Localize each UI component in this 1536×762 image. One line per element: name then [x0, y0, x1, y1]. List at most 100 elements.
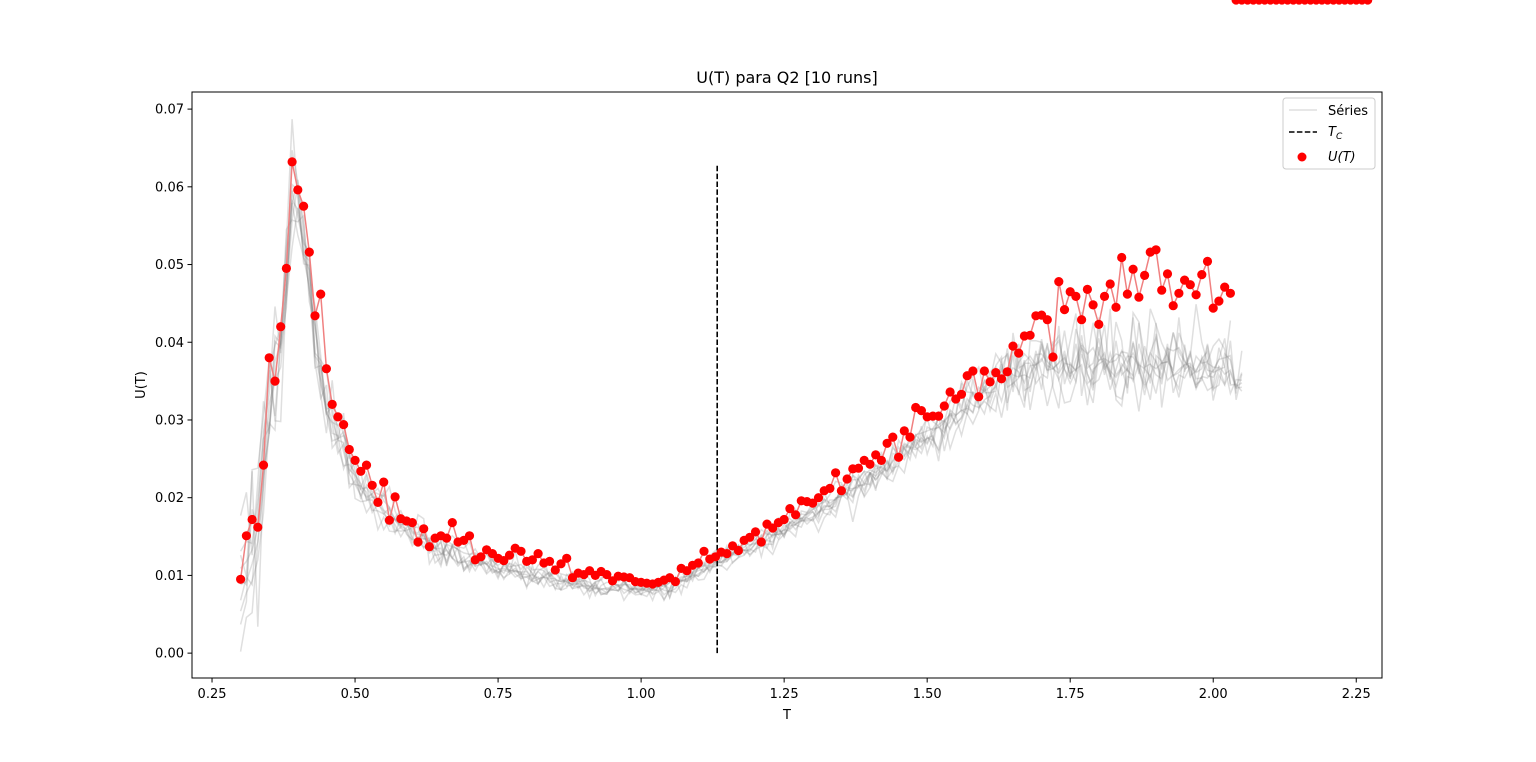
u-point — [516, 546, 526, 556]
u-point — [361, 460, 372, 470]
y-tick-label: 0.00 — [155, 647, 184, 662]
y-tick-label: 0.06 — [155, 180, 184, 195]
u-point — [407, 518, 417, 528]
u-curve-points-group — [236, 0, 1373, 589]
u-point — [1122, 289, 1132, 299]
u-point — [270, 376, 280, 386]
u-point — [379, 477, 389, 487]
u-point — [1042, 315, 1052, 325]
x-axis-label: T — [782, 708, 791, 723]
x-tick-label: 2.00 — [1199, 687, 1228, 702]
run-series-2 — [239, 213, 1232, 612]
u-point — [316, 289, 326, 299]
y-tick-label: 0.01 — [155, 569, 184, 584]
u-point — [1208, 303, 1218, 313]
u-point — [813, 493, 824, 503]
u-point — [384, 515, 394, 525]
u-point — [356, 466, 366, 476]
legend-tc-subscript: C — [1336, 132, 1343, 142]
u-point — [1191, 290, 1201, 300]
u-point — [871, 450, 881, 460]
u-point — [1014, 348, 1024, 358]
u-point — [682, 566, 692, 576]
legend-ut-label: U(T) — [1328, 150, 1356, 165]
u-point — [602, 570, 612, 580]
u-point — [287, 157, 297, 167]
u-point — [882, 438, 892, 448]
u-point — [756, 537, 766, 547]
chart-title: U(T) para Q2 [10 runs] — [696, 68, 877, 87]
u-point — [276, 322, 286, 332]
legend-tc-label: TC — [1328, 125, 1343, 142]
u-point — [1099, 291, 1110, 301]
u-point — [1105, 279, 1115, 289]
u-point — [1025, 330, 1035, 340]
u-point — [344, 444, 354, 455]
u-point — [1174, 288, 1184, 298]
x-tick-label: 0.25 — [198, 687, 227, 702]
legend: Séries TC U(T) — [1282, 97, 1376, 170]
u-point — [373, 497, 383, 507]
u-point — [1214, 296, 1224, 306]
u-point — [1134, 292, 1144, 302]
u-point — [968, 366, 978, 376]
u-point — [1111, 302, 1121, 312]
u-point — [1157, 285, 1167, 295]
x-axis-ticks: 0.25 0.50 0.75 1.00 1.25 1.50 1.75 2.00 2.25 — [198, 678, 1371, 702]
u-point — [934, 411, 944, 421]
u-point — [1008, 341, 1018, 351]
u-point — [367, 480, 377, 490]
u-point — [1088, 300, 1098, 310]
u-point — [1059, 305, 1070, 315]
u-point — [670, 577, 681, 587]
u-point — [1054, 277, 1064, 287]
u-point — [985, 377, 995, 387]
u-point — [899, 426, 909, 436]
u-point — [1185, 280, 1195, 290]
x-tick-label: 1.00 — [627, 687, 656, 702]
u-point — [1071, 291, 1081, 301]
legend-tc-main: T — [1328, 125, 1337, 140]
u-point — [1094, 319, 1104, 329]
u-point — [894, 452, 904, 462]
u-point — [562, 553, 572, 563]
u-point — [1128, 264, 1138, 274]
u-point — [339, 420, 349, 430]
u-point — [258, 460, 269, 470]
u-point — [699, 546, 709, 556]
u-point — [419, 524, 429, 534]
x-tick-label: 2.25 — [1342, 687, 1371, 702]
u-point — [1117, 252, 1127, 263]
x-tick-label: 0.50 — [341, 687, 370, 702]
u-point — [974, 392, 984, 402]
u-point — [236, 574, 246, 584]
u-point — [791, 510, 801, 520]
u-point — [745, 532, 755, 542]
u-point — [722, 549, 732, 559]
u-point — [1002, 367, 1012, 377]
u-point — [247, 514, 257, 525]
u-point — [996, 374, 1007, 384]
u-point — [1140, 270, 1150, 280]
x-tick-label: 0.75 — [484, 687, 513, 702]
u-point — [550, 565, 560, 575]
legend-box — [1282, 97, 1376, 170]
y-tick-label: 0.02 — [155, 491, 184, 506]
u-point — [304, 247, 314, 257]
y-tick-label: 0.03 — [155, 413, 184, 428]
y-tick-label: 0.04 — [155, 336, 184, 351]
x-tick-label: 1.75 — [1056, 687, 1085, 702]
u-point — [1048, 352, 1058, 362]
y-tick-label: 0.07 — [155, 103, 184, 118]
u-point — [1363, 0, 1373, 5]
u-point — [442, 533, 452, 543]
u-point — [888, 432, 898, 442]
u-point — [1197, 270, 1207, 280]
u-point — [447, 518, 457, 528]
u-point — [1077, 315, 1087, 325]
u-point — [527, 555, 538, 565]
u-point — [281, 263, 291, 273]
u-point — [939, 401, 949, 411]
u-point — [321, 364, 331, 374]
u-point — [424, 542, 434, 552]
